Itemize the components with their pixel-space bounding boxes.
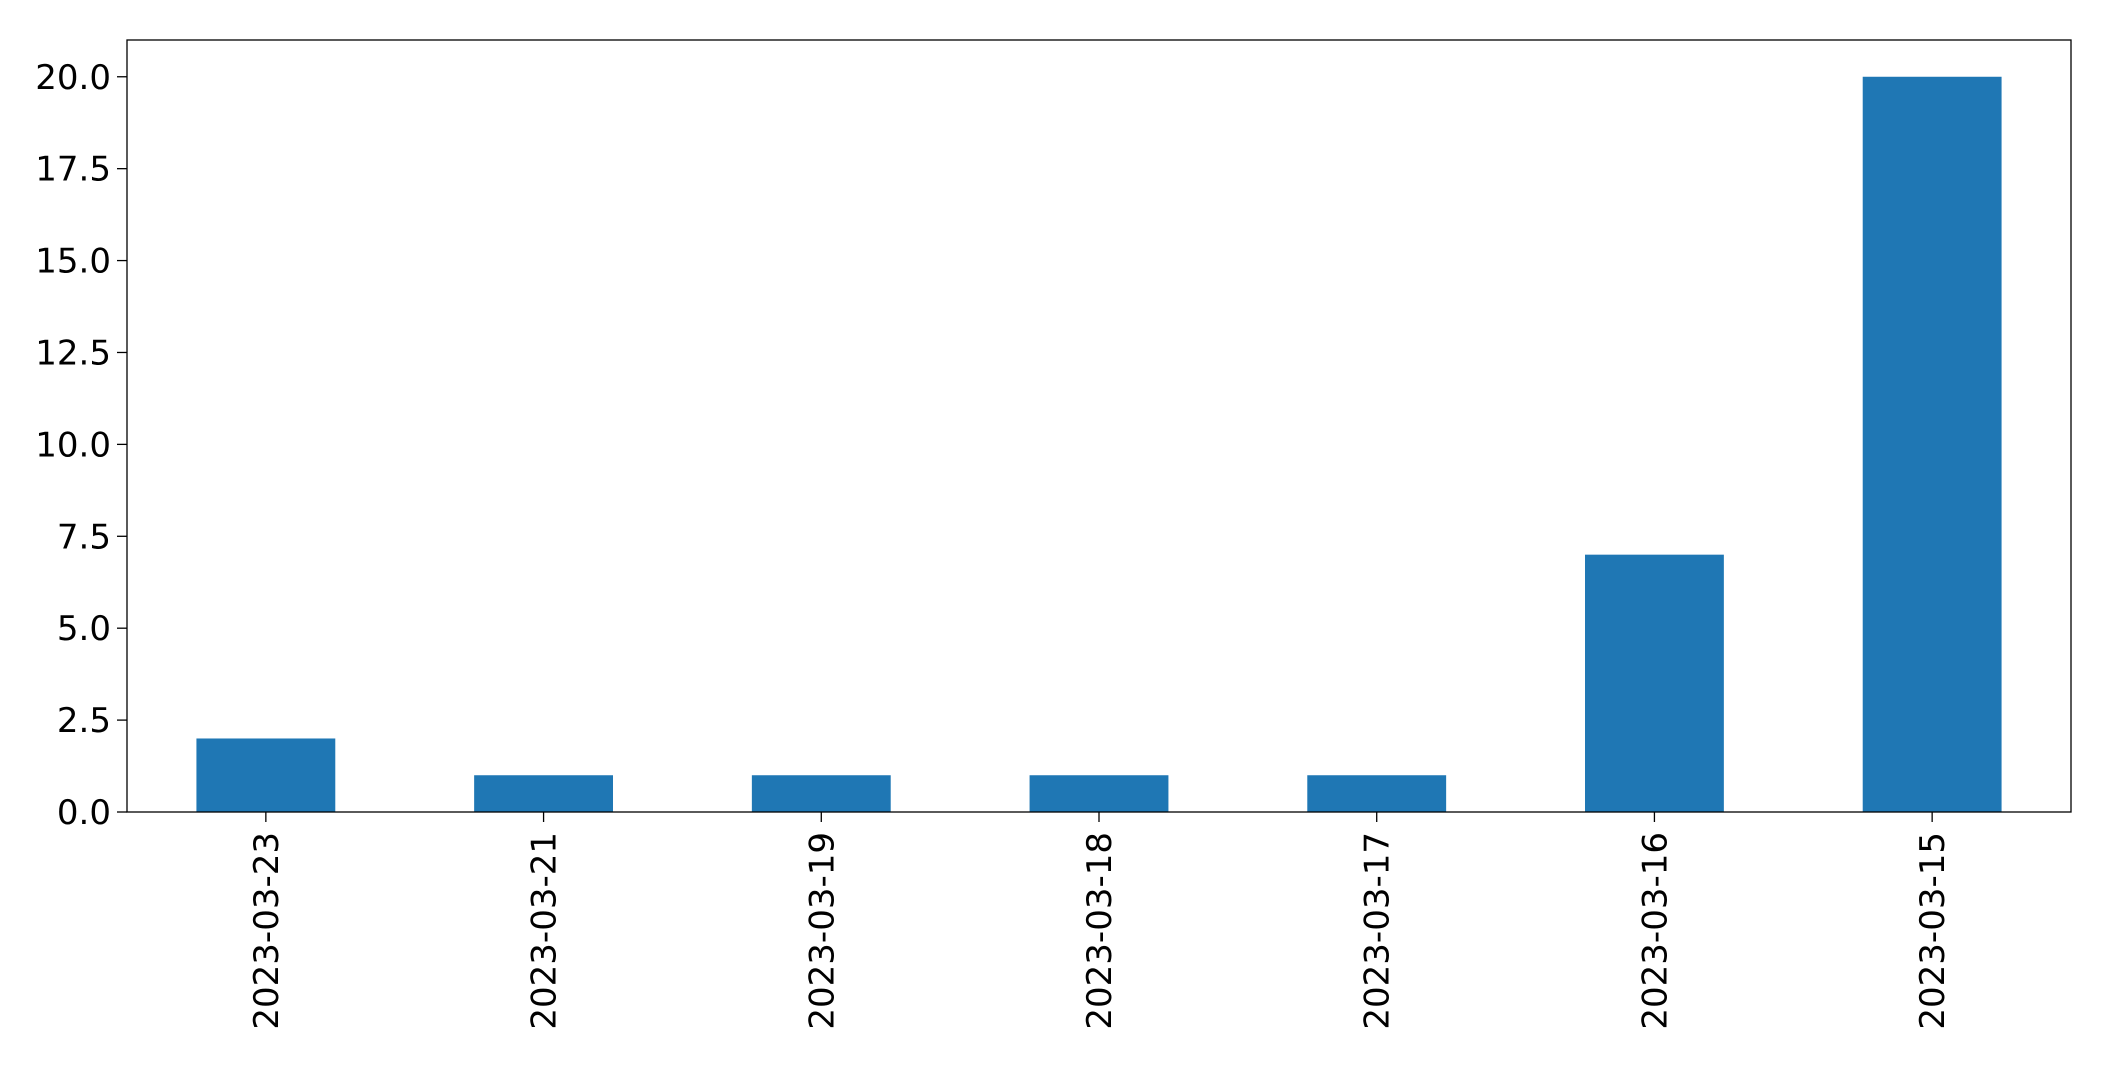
bar-2023-03-16 (1585, 554, 1724, 812)
y-tick-label-15.0: 15.0 (35, 242, 111, 282)
y-tick-label-5.0: 5.0 (57, 609, 111, 649)
x-tick-label-2023-03-21: 2023-03-21 (525, 832, 565, 1030)
y-tick-label-2.5: 2.5 (57, 701, 111, 741)
y-tick-label-10.0: 10.0 (35, 425, 111, 465)
plot-frame (126, 39, 2072, 813)
x-tick-label-2023-03-18: 2023-03-18 (1080, 832, 1120, 1030)
bar-2023-03-21 (474, 775, 613, 812)
bar-2023-03-15 (1862, 76, 2002, 812)
bars-group (196, 76, 2002, 812)
x-tick-label-2023-03-23: 2023-03-23 (247, 832, 287, 1030)
x-tick-label-2023-03-16: 2023-03-16 (1635, 832, 1675, 1030)
bar-2023-03-17 (1307, 775, 1447, 812)
x-tick-label-2023-03-15: 2023-03-15 (1913, 832, 1953, 1030)
y-tick-label-12.5: 12.5 (35, 333, 111, 373)
y-tick-label-0.0: 0.0 (57, 793, 111, 833)
bar-2023-03-19 (751, 775, 891, 812)
y-tick-label-17.5: 17.5 (35, 150, 111, 190)
x-tick-label-2023-03-17: 2023-03-17 (1358, 832, 1398, 1030)
x-axis: 2023-03-23 2023-03-21 2023-03-19 2023-03-18… (247, 812, 1953, 1030)
plot-area (127, 40, 2071, 812)
bar-2023-03-18 (1029, 775, 1169, 812)
y-tick-label-7.5: 7.5 (57, 517, 111, 557)
y-tick-label-20.0: 20.0 (35, 58, 111, 98)
x-tick-label-2023-03-19: 2023-03-19 (802, 832, 842, 1030)
bar-2023-03-23 (196, 738, 336, 812)
y-axis: 0.0 2.5 5.0 7.5 10.0 12.5 15.0 17.5 20.0 (35, 58, 127, 833)
